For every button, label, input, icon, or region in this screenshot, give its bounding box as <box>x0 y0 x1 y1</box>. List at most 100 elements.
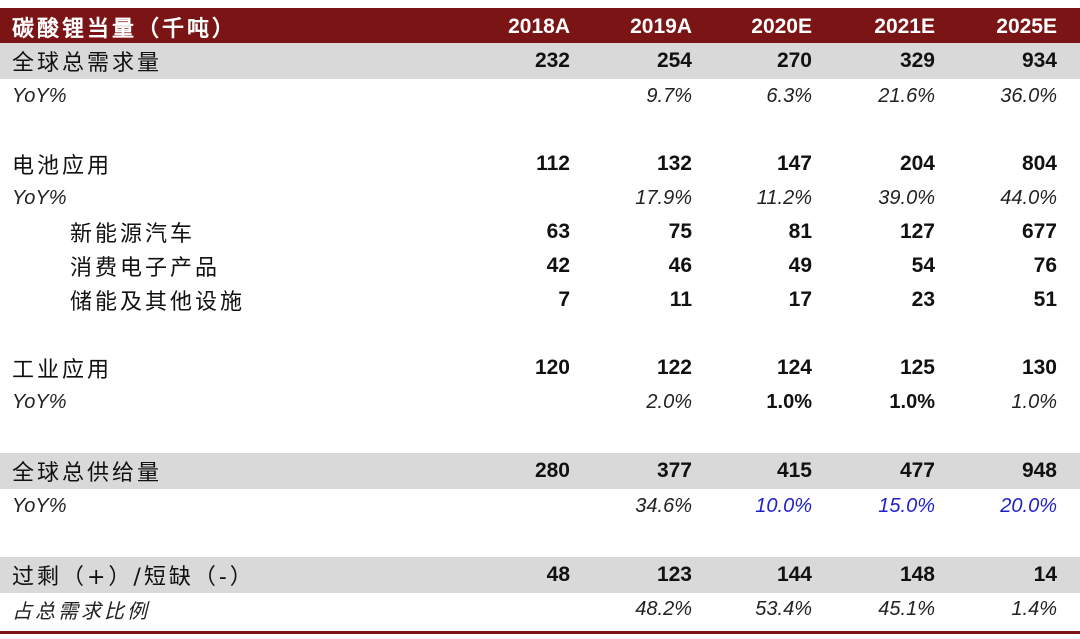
cell: 1.4% <box>1011 597 1057 620</box>
table-header-row: 碳酸锂当量（千吨） 2018A 2019A 2020E 2021E 2025E <box>0 10 1080 43</box>
row-label: 全球总需求量 <box>12 51 163 76</box>
cell: 44.0% <box>1000 186 1057 209</box>
cell: 204 <box>899 152 935 175</box>
cell: 948 <box>1021 459 1057 482</box>
cell: 148 <box>899 563 935 586</box>
cell: 132 <box>656 152 692 175</box>
cell: 39.0% <box>878 186 935 209</box>
row-spacer <box>0 419 1080 453</box>
cell: 415 <box>776 459 812 482</box>
cell: 63 <box>546 220 570 243</box>
bottom-rule <box>0 631 1080 634</box>
cell: 49 <box>788 254 812 277</box>
cell: 53.4% <box>755 597 812 620</box>
table-row-total-supply-yoy: YoY% 34.6% 10.0% 15.0% 20.0% <box>0 489 1080 523</box>
row-label: YoY% <box>12 494 67 517</box>
lithium-balance-table: 碳酸锂当量（千吨） 2018A 2019A 2020E 2021E 2025E … <box>0 10 1080 625</box>
cell: 147 <box>776 152 812 175</box>
table-row-nev: 新能源汽车 63 75 81 127 677 <box>0 215 1080 249</box>
cell: 1.0% <box>1011 390 1057 413</box>
cell <box>452 593 570 625</box>
cell: 130 <box>1021 356 1057 379</box>
cell: 46 <box>668 254 692 277</box>
table-row-battery-yoy: YoY% 17.9% 11.2% 39.0% 44.0% <box>0 181 1080 215</box>
cell <box>452 489 570 523</box>
cell: 7 <box>558 288 570 311</box>
table-row-total-demand-yoy: YoY% 9.7% 6.3% 21.6% 36.0% <box>0 79 1080 113</box>
row-spacer <box>0 113 1080 147</box>
row-label: 工业应用 <box>12 358 113 383</box>
cell: 17.9% <box>635 186 692 209</box>
cell: 34.6% <box>635 494 692 517</box>
top-rule <box>0 8 1080 10</box>
header-year: 2021E <box>874 14 935 38</box>
header-year: 2019A <box>630 14 692 38</box>
cell: 81 <box>788 220 812 243</box>
row-label: 占总需求比例 <box>12 598 150 623</box>
table-row-storage: 储能及其他设施 7 11 17 23 51 <box>0 283 1080 317</box>
cell: 36.0% <box>1000 84 1057 107</box>
table-row-surplus-ratio: 占总需求比例 48.2% 53.4% 45.1% 1.4% <box>0 593 1080 625</box>
header-year: 2025E <box>996 14 1057 38</box>
cell: 125 <box>899 356 935 379</box>
cell: 120 <box>534 356 570 379</box>
cell: 48.2% <box>635 597 692 620</box>
row-spacer <box>0 317 1080 351</box>
cell: 124 <box>776 356 812 379</box>
cell: 122 <box>656 356 692 379</box>
row-label: 全球总供给量 <box>12 461 163 486</box>
cell: 280 <box>534 459 570 482</box>
table-row-consumer: 消费电子产品 42 46 49 54 76 <box>0 249 1080 283</box>
cell: 804 <box>1021 152 1057 175</box>
table-row-total-demand: 全球总需求量 232 254 270 329 934 <box>0 43 1080 79</box>
cell: 75 <box>668 220 692 243</box>
row-label: 储能及其他设施 <box>70 290 246 315</box>
row-label: 消费电子产品 <box>70 256 221 281</box>
cell: 6.3% <box>766 84 812 107</box>
row-label: YoY% <box>12 390 67 413</box>
cell: 54 <box>911 254 935 277</box>
cell <box>452 385 570 419</box>
cell: 329 <box>899 49 935 72</box>
cell: 477 <box>899 459 935 482</box>
row-label: 电池应用 <box>12 154 113 179</box>
table-row-industrial: 工业应用 120 122 124 125 130 <box>0 351 1080 385</box>
header-year: 2020E <box>751 14 812 38</box>
cell <box>452 79 570 113</box>
cell: 48 <box>546 563 570 586</box>
cell: 42 <box>546 254 570 277</box>
cell: 934 <box>1021 49 1057 72</box>
row-label: YoY% <box>12 186 67 209</box>
row-label: 新能源汽车 <box>70 222 196 247</box>
cell: 112 <box>536 152 570 175</box>
cell: 21.6% <box>878 84 935 107</box>
cell: 377 <box>656 459 692 482</box>
cell: 254 <box>656 49 692 72</box>
row-label: 过剩（+）/短缺（-） <box>12 565 255 590</box>
cell: 76 <box>1033 254 1057 277</box>
cell: 9.7% <box>646 84 692 107</box>
cell: 144 <box>776 563 812 586</box>
table-row-surplus: 过剩（+）/短缺（-） 48 123 144 148 14 <box>0 557 1080 593</box>
cell: 232 <box>534 49 570 72</box>
cell: 677 <box>1021 220 1057 243</box>
cell <box>452 181 570 215</box>
cell: 23 <box>911 288 935 311</box>
cell: 1.0% <box>766 390 812 413</box>
table-row-total-supply: 全球总供给量 280 377 415 477 948 <box>0 453 1080 489</box>
cell: 2.0% <box>646 390 692 413</box>
header-label: 碳酸锂当量（千吨） <box>12 16 238 42</box>
cell: 45.1% <box>878 597 935 620</box>
cell: 14 <box>1033 563 1057 586</box>
cell: 15.0% <box>878 494 935 517</box>
cell: 11.2% <box>756 186 812 209</box>
cell: 10.0% <box>755 494 812 517</box>
row-spacer <box>0 523 1080 557</box>
cell: 17 <box>788 288 812 311</box>
cell: 1.0% <box>889 390 935 413</box>
cell: 20.0% <box>1000 494 1057 517</box>
cell: 270 <box>776 49 812 72</box>
cell: 51 <box>1033 288 1057 311</box>
table-row-battery: 电池应用 112 132 147 204 804 <box>0 147 1080 181</box>
cell: 123 <box>656 563 692 586</box>
